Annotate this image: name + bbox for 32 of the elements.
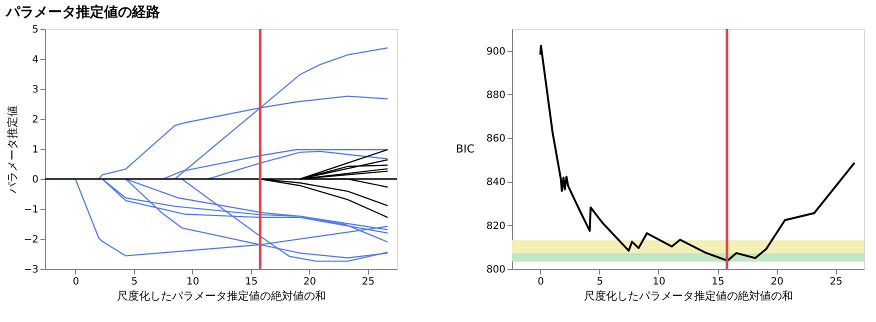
y-tick-label: 3 [32,84,38,96]
y-tick-label: 2 [32,114,38,126]
y-tick-label: 1 [32,144,38,156]
y-tick-label: −1 [24,204,38,216]
y-axis-title: パラメータ推定値 [6,106,19,194]
x-axis-title: 尺度化したパラメータ推定値の絶対値の和 [584,290,793,302]
y-tick-label: 840 [486,177,506,188]
y-tick-label: 860 [486,134,506,145]
y-tick-label: 0 [32,174,38,186]
x-tick-label: 25 [830,276,843,288]
y-tick-label: −3 [24,264,38,276]
x-tick-label: 5 [596,276,604,288]
x-tick-label: 0 [72,276,80,288]
y-tick-label: 880 [486,90,506,101]
y-tick-label: −2 [24,234,38,246]
x-tick-label: 15 [712,276,724,288]
y-tick-label: 4 [32,54,38,66]
y-tick-label: 900 [486,46,506,58]
y-axis-title: BIC [456,142,475,156]
y-tick-label: 800 [486,264,506,276]
x-axis-title: 尺度化したパラメータ推定値の絶対値の和 [117,290,326,302]
x-tick-label: 0 [538,276,544,288]
x-tick-label: 10 [652,276,666,288]
chart-title: パラメータ推定値の経路 [4,4,160,20]
x-tick-label: 10 [186,276,200,288]
x-tick-label: 15 [244,276,258,288]
y-tick-label: 820 [486,220,506,232]
x-tick-label: 20 [770,276,784,288]
x-tick-label: 25 [362,276,375,288]
x-tick-label: 20 [303,276,316,288]
x-tick-label: 5 [131,276,138,288]
y-tick-label: 5 [32,24,38,36]
